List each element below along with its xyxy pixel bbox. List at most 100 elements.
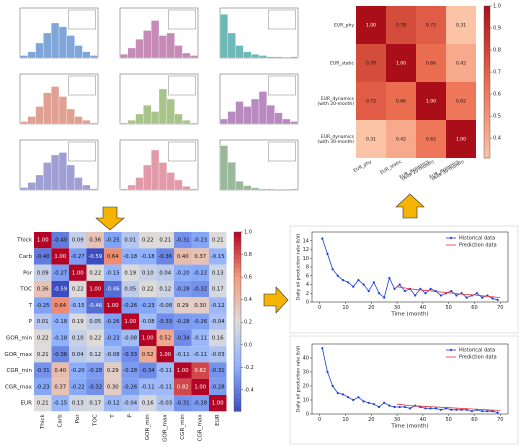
colorbar-segment [484, 55, 490, 60]
colorbar-segment [234, 402, 241, 408]
heat-cell [104, 232, 122, 249]
data-point [336, 391, 339, 395]
y-tick-label: 10 [303, 398, 309, 404]
heat-cell [174, 346, 192, 363]
cell-label: 0.22 [72, 287, 84, 293]
data-point [419, 287, 422, 290]
cell-label: -0.08 [106, 352, 120, 358]
heat-cell [174, 378, 192, 395]
data-point [475, 292, 479, 295]
x-tick-label: 70 [497, 305, 503, 311]
data-point [393, 287, 396, 290]
heat-cell [69, 346, 87, 363]
legend-label: Historical data [459, 236, 495, 242]
cell-label: 1.00 [37, 238, 49, 244]
colorbar-segment [234, 240, 241, 246]
colorbar-segment [484, 40, 490, 45]
cell-label: -0.32 [193, 287, 207, 293]
cell-label: -0.20 [71, 368, 85, 374]
data-point [331, 384, 334, 388]
cell-label: -0.31 [176, 238, 190, 244]
legend-label: Prediction data [459, 355, 497, 361]
heat-cell [156, 264, 174, 281]
col-label: CGR_max [198, 414, 204, 442]
data-point [326, 370, 329, 374]
hist-bar [182, 52, 191, 59]
cell-label: 0.22 [142, 287, 154, 293]
cell-label: -0.03 [211, 352, 225, 358]
data-point [465, 296, 468, 299]
colorbar-segment [484, 6, 490, 11]
hist-bar [35, 42, 44, 59]
hist-bar [127, 120, 136, 125]
data-point [455, 294, 458, 297]
heat-cell [156, 346, 174, 363]
hist-bar [43, 92, 52, 125]
colorbar-segment [484, 82, 490, 87]
heat-cell [121, 362, 139, 379]
heat-cell [86, 297, 104, 314]
cell-label: 0.36 [37, 287, 49, 293]
row-label: EUR [20, 401, 32, 407]
colorbar-tick-label: -0.4 [244, 387, 254, 393]
hist-bar [174, 113, 183, 125]
row-label: Carb [19, 254, 33, 260]
panel [289, 225, 519, 334]
colorbar-segment [234, 339, 241, 345]
heat-cell [121, 248, 139, 265]
cell-label: 0.21 [37, 401, 49, 407]
colorbar-tick-label: 0.2 [244, 320, 252, 326]
colorbar-tick-label: 0.7 [493, 70, 501, 76]
cell-label: 0.04 [159, 270, 171, 276]
colorbar-tick-label: 0.9 [493, 26, 501, 32]
hist-bar [158, 35, 167, 59]
hist-bar [266, 56, 275, 59]
data-point [465, 408, 468, 411]
colorbar-segment [234, 388, 241, 394]
cell-label: 0.40 [54, 368, 66, 374]
heat-cell [86, 329, 104, 347]
heat-cell [191, 329, 209, 347]
cell-label: 0.78 [366, 61, 376, 67]
heat-cell [139, 280, 157, 298]
colorbar-segment [234, 353, 241, 358]
heat-cell [86, 264, 104, 281]
heat-cell [86, 395, 104, 412]
colorbar-segment [234, 406, 241, 412]
heat-cell [139, 362, 157, 379]
cell-label: 0.66 [396, 99, 406, 105]
colorbar-segment [484, 78, 490, 83]
hist-bar [19, 121, 28, 125]
hist-bar [66, 108, 75, 125]
heat-cell [86, 232, 104, 249]
col-label: Por [75, 414, 81, 424]
data-point [403, 405, 406, 409]
data-point [496, 411, 499, 414]
hist-bar [90, 55, 99, 59]
cell-label: -0.59 [88, 254, 102, 260]
row-label: (with 30-month) [318, 139, 355, 145]
hist-bar [235, 101, 244, 125]
data-point [347, 281, 350, 284]
col-label: GOR_min [145, 414, 151, 440]
row-label: Por [23, 270, 33, 276]
colorbar-segment [234, 232, 241, 237]
heat-cell [104, 395, 122, 412]
heat-cell [34, 395, 52, 412]
cell-label: -0.36 [158, 254, 172, 260]
cell-label: -0.31 [211, 368, 225, 374]
colorbar-segment [234, 299, 241, 305]
cell-label: 0.19 [72, 319, 84, 325]
cell-label: -0.28 [211, 384, 225, 390]
x-tick-label: 20 [368, 417, 374, 423]
colorbar-segment [234, 393, 241, 399]
heat-cell [104, 378, 122, 395]
colorbar-segment [484, 154, 490, 159]
heat-cell [86, 313, 104, 330]
hist-bar [90, 122, 99, 125]
cell-label: -0.28 [123, 368, 137, 374]
cell-label: -0.27 [71, 254, 85, 260]
y-tick-label: 40 [303, 356, 309, 362]
hist-bar [51, 154, 60, 191]
inset-frame [168, 141, 196, 162]
